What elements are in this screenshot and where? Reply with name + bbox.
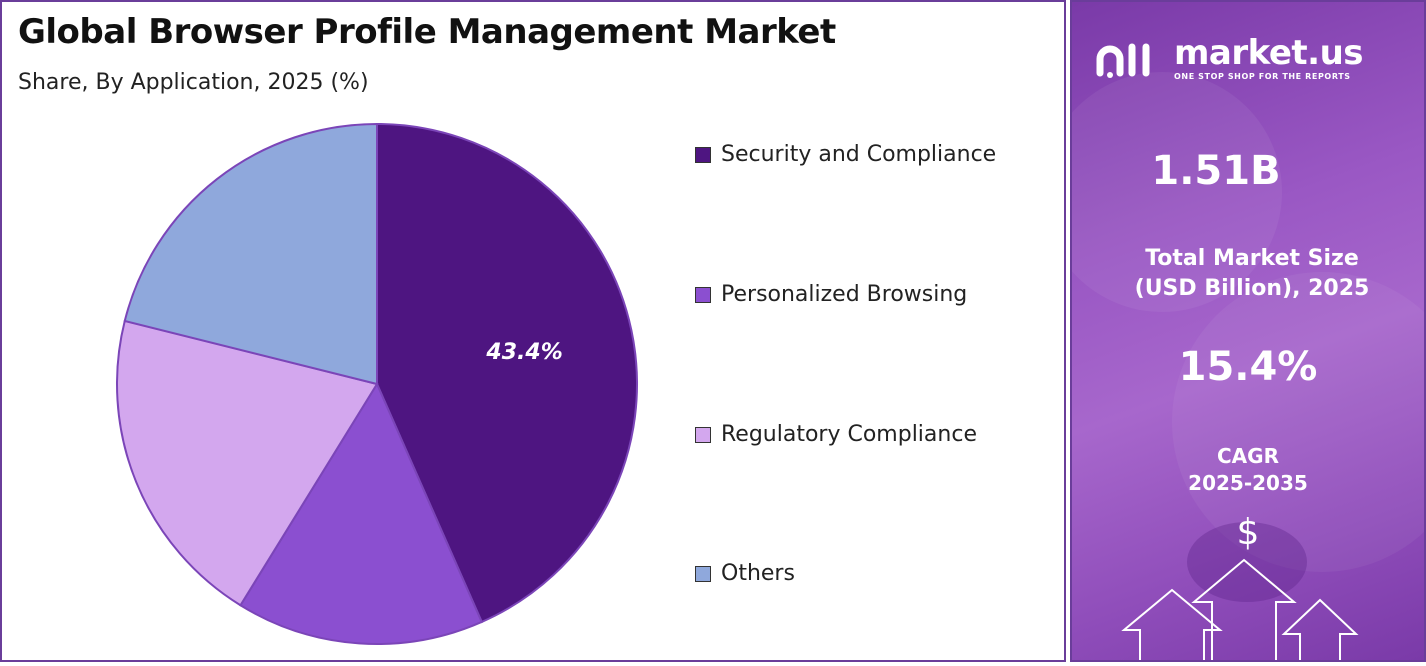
market-size-label-line1: Total Market Size <box>1145 246 1359 271</box>
legend-item: Security and Compliance <box>695 142 996 167</box>
legend-label: Regulatory Compliance <box>721 422 977 447</box>
pie-slice-security-and-compliance <box>376 122 638 624</box>
legend-swatch <box>695 426 711 443</box>
cagr-label: CAGR <box>1217 444 1279 468</box>
growth-arrows-icon <box>1121 558 1359 660</box>
legend-label: Personalized Browsing <box>721 282 968 307</box>
brand-name: market.us <box>1174 33 1364 73</box>
legend-swatch <box>695 286 711 303</box>
legend-item: Others <box>695 561 795 586</box>
market-us-logo-icon <box>1096 43 1150 78</box>
legend-label: Others <box>721 561 795 586</box>
brand-logo: market.us ONE STOP SHOP FOR THE REPORTS <box>1094 33 1364 81</box>
background-decoration <box>1072 72 1424 660</box>
legend-swatch <box>695 565 711 582</box>
legend-swatch <box>695 146 711 163</box>
pie-chart: 43.4% <box>116 122 638 645</box>
cagr-period: 2025-2035 <box>1188 471 1308 495</box>
legend-item: Regulatory Compliance <box>695 422 977 447</box>
chart-title: Global Browser Profile Management Market <box>18 12 836 52</box>
brand-tagline: ONE STOP SHOP FOR THE REPORTS <box>1174 72 1351 81</box>
legend-label: Security and Compliance <box>721 142 997 167</box>
pie-slice-personalized-browsing <box>239 381 484 645</box>
dollar-icon: $ <box>1236 512 1260 553</box>
chart-panel: Global Browser Profile Management Market… <box>0 0 1066 662</box>
market-size-value: 1.51B <box>1151 148 1281 194</box>
cagr-value: 15.4% <box>1178 344 1318 390</box>
legend-item: Personalized Browsing <box>695 282 967 307</box>
pie-slice-data-label: 43.4% <box>485 340 562 365</box>
summary-sidebar: market.us ONE STOP SHOP FOR THE REPORTS … <box>1070 0 1426 662</box>
chart-subtitle: Share, By Application, 2025 (%) <box>18 70 369 95</box>
pie-slice-regulatory-compliance <box>116 319 379 607</box>
pie-slice-others <box>123 122 378 386</box>
market-size-label-line2: (USD Billion), 2025 <box>1134 276 1370 301</box>
